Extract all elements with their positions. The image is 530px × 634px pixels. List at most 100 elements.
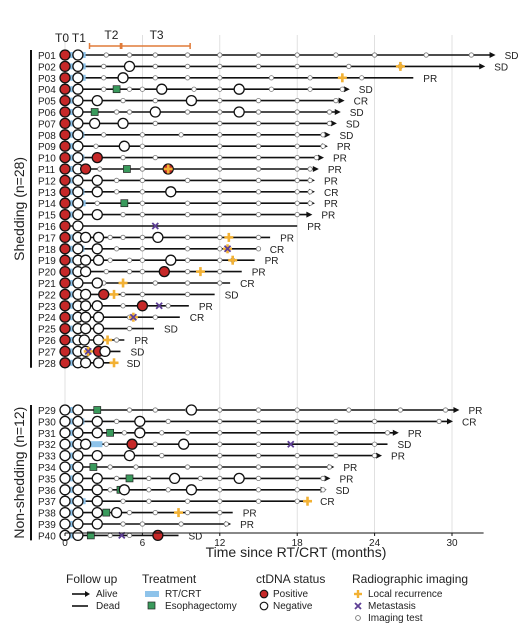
ctdna-negative-marker: [72, 277, 84, 289]
imaging-test-marker: [294, 132, 300, 138]
alive-arrow: [324, 131, 331, 138]
imaging-test-marker: [107, 257, 113, 263]
ctdna-negative-marker: [72, 117, 84, 130]
ctdna-positive-marker: [59, 300, 71, 312]
ctdna-negative-marker: [72, 449, 84, 462]
ctdna-negative-marker: [91, 484, 103, 496]
imaging-test-marker: [126, 52, 133, 58]
response-label: PR: [134, 336, 148, 347]
patient-id: P39: [38, 520, 56, 531]
esophagectomy-marker: [93, 406, 102, 414]
ctdna-negative-marker: [78, 334, 90, 346]
patient-row: P01 SD: [38, 49, 518, 62]
ctdna-negative-marker: [79, 311, 92, 323]
imaging-test-marker: [255, 464, 262, 470]
patient-row: P29 PR: [38, 404, 482, 417]
response-label: CR: [190, 313, 204, 324]
imaging-test-marker: [217, 246, 223, 252]
ctdna-negative-marker: [79, 357, 92, 369]
response-label: CR: [270, 245, 284, 256]
legend-metastasis-x2: [354, 602, 362, 610]
ctdna-positive-marker: [59, 231, 71, 244]
ctdna-negative-marker: [134, 415, 146, 428]
ctdna-negative-marker: [72, 94, 84, 107]
imaging-test-marker: [139, 86, 145, 92]
metastasis-marker: [223, 245, 232, 253]
imaging-test-marker: [217, 143, 223, 149]
response-label: SD: [494, 62, 508, 73]
imaging-test-marker: [146, 487, 152, 493]
ctdna-positive-marker: [59, 60, 71, 73]
ctdna-negative-marker: [72, 484, 84, 496]
imaging-test-marker: [294, 120, 300, 127]
x-axis: 0 6 12 18 24 30: [62, 532, 484, 549]
imaging-test-marker: [184, 498, 191, 504]
imaging-test-marker: [217, 418, 223, 424]
imaging-test-marker: [126, 109, 133, 115]
imaging-test-marker: [217, 234, 223, 240]
patient-row: P02 SD: [38, 60, 508, 73]
imaging-test-marker: [191, 86, 197, 92]
imaging-test-marker: [101, 75, 107, 81]
imaging-test-marker: [255, 155, 262, 161]
legend-imaging-swatch: [355, 615, 361, 621]
ctdna-positive-marker: [59, 254, 71, 266]
ctdna-negative-marker: [72, 404, 84, 416]
patient-id: P25: [38, 325, 56, 336]
imaging-test-marker: [165, 418, 171, 424]
imaging-test-marker: [139, 268, 145, 275]
alive-arrow: [306, 211, 313, 218]
imaging-test-marker: [255, 98, 262, 104]
imaging-test-marker: [120, 303, 126, 309]
ctdna-negative-marker: [165, 254, 177, 266]
legend-rt-label: RT/CRT: [165, 589, 201, 600]
imaging-test-marker: [120, 291, 126, 297]
imaging-test-marker: [184, 52, 191, 58]
legend-esoph-label: Esophagectomy: [165, 601, 237, 612]
alive-arrow: [447, 418, 453, 425]
imaging-test-marker: [294, 487, 300, 493]
patient-row: P36 SD: [38, 484, 349, 497]
response-label: SD: [398, 440, 412, 451]
ctdna-positive-marker: [79, 163, 92, 175]
patient-row: P31 PR: [38, 427, 422, 440]
imaging-test-marker: [217, 498, 223, 504]
ctdna-negative-marker: [79, 300, 92, 312]
patient-row: P11 PR: [38, 163, 342, 176]
imaging-test-marker: [346, 63, 352, 70]
ctdna-negative-marker: [72, 72, 84, 84]
ctdna-negative-marker: [117, 117, 129, 130]
period-brackets: T0 T1 T2 T3: [55, 28, 191, 49]
recurrence-marker: [337, 73, 347, 83]
ctdna-negative-marker: [72, 60, 84, 73]
ctdna-negative-marker: [59, 438, 71, 450]
imaging-test-marker: [126, 86, 133, 92]
response-label: SD: [164, 325, 178, 336]
imaging-test-marker: [255, 234, 262, 240]
imaging-test-marker: [217, 452, 223, 459]
ctdna-negative-marker: [91, 243, 103, 255]
imaging-test-marker: [217, 268, 223, 275]
alive-arrow: [453, 407, 460, 413]
imaging-test-marker: [107, 487, 113, 493]
imaging-test-marker: [223, 521, 229, 527]
patient-id: P06: [38, 108, 56, 119]
ctdna-negative-marker: [72, 495, 84, 507]
esophagectomy-marker: [120, 199, 129, 208]
response-label: PR: [333, 154, 347, 165]
ctdna-negative-marker: [59, 461, 71, 473]
imaging-test-marker: [307, 177, 313, 183]
patient-id: P26: [38, 336, 56, 347]
patient-id: P13: [38, 188, 56, 199]
patient-id: P29: [38, 406, 56, 417]
imaging-test-marker: [217, 109, 223, 115]
ctdna-negative-marker: [123, 60, 136, 73]
ctdna-negative-marker: [59, 495, 71, 507]
ctdna-negative-marker: [79, 254, 92, 266]
imaging-test-marker: [294, 98, 300, 104]
ctdna-negative-marker: [72, 174, 84, 187]
imaging-test-marker: [114, 475, 120, 481]
ctdna-negative-marker: [72, 106, 84, 118]
metastasis-x2: [287, 440, 295, 448]
ctdna-negative-marker: [149, 106, 161, 118]
